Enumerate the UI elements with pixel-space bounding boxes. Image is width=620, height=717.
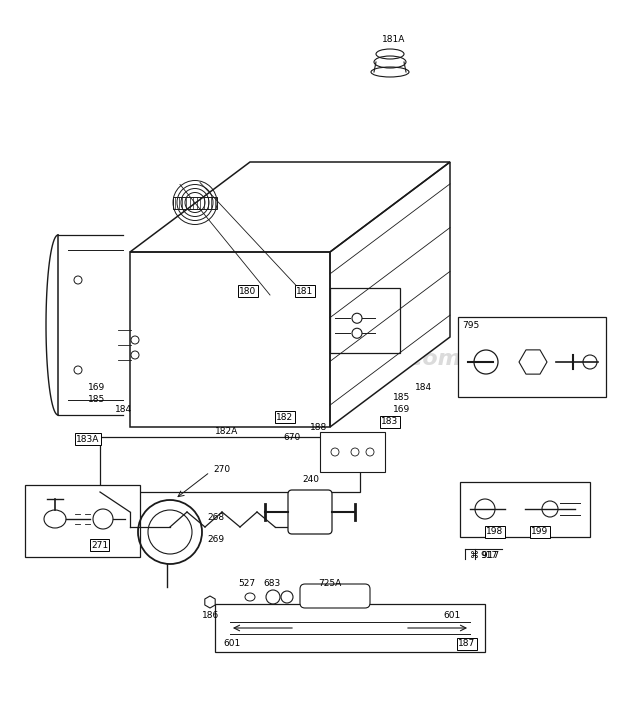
Bar (173, 196, 217, 209)
Bar (25, 485, 140, 557)
Text: 186: 186 (202, 612, 219, 620)
Bar (320, 432, 385, 472)
Text: 181A: 181A (382, 36, 405, 44)
Text: 182: 182 (277, 412, 293, 422)
Text: 670: 670 (283, 432, 300, 442)
FancyBboxPatch shape (288, 490, 332, 534)
Text: eReplacementParts.com: eReplacementParts.com (159, 349, 461, 369)
Text: 187: 187 (458, 640, 476, 648)
Text: 184: 184 (115, 406, 132, 414)
Bar (100, 437, 360, 492)
Text: 180: 180 (239, 287, 257, 295)
Text: 601: 601 (443, 612, 460, 620)
Text: 188: 188 (310, 422, 327, 432)
Polygon shape (330, 162, 450, 427)
Text: 198: 198 (486, 528, 503, 536)
Bar (215, 604, 485, 652)
Text: 601: 601 (223, 640, 241, 648)
Text: 917: 917 (480, 551, 497, 559)
Text: 183: 183 (381, 417, 399, 427)
Text: 269: 269 (207, 536, 224, 544)
Text: 169: 169 (88, 382, 105, 391)
Text: 683: 683 (263, 579, 280, 589)
Text: 185: 185 (88, 394, 105, 404)
Text: ⌘ 917: ⌘ 917 (470, 551, 499, 559)
Polygon shape (130, 162, 450, 252)
Text: 185: 185 (393, 392, 410, 402)
Text: 182A: 182A (215, 427, 238, 437)
Text: 795: 795 (462, 320, 479, 330)
Text: 725A: 725A (318, 579, 341, 589)
Bar (460, 482, 590, 537)
Bar (330, 288, 400, 353)
FancyBboxPatch shape (300, 584, 370, 608)
Text: 240: 240 (302, 475, 319, 485)
Text: 181: 181 (296, 287, 314, 295)
Text: 270: 270 (213, 465, 230, 473)
Text: 527: 527 (238, 579, 255, 587)
Text: 271: 271 (91, 541, 108, 549)
Text: 184: 184 (415, 382, 432, 391)
Text: 169: 169 (393, 404, 410, 414)
Text: 183A: 183A (76, 435, 100, 444)
Text: 268: 268 (207, 513, 224, 521)
Bar (458, 317, 606, 397)
Text: 199: 199 (531, 528, 549, 536)
Polygon shape (130, 252, 330, 427)
